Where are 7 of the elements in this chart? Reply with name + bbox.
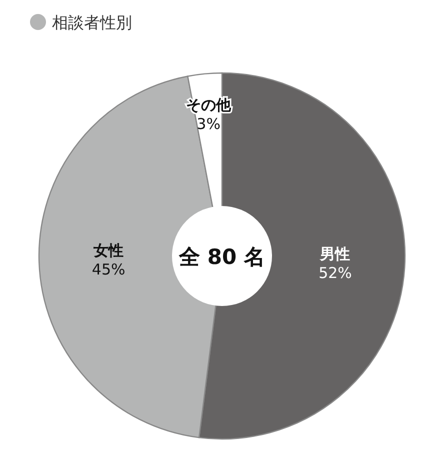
text: 全 80 名 (178, 245, 265, 269)
data-label: 45% (92, 260, 126, 279)
data-label: 52% (318, 264, 352, 282)
slice-label: 男性 (319, 245, 350, 264)
chart-title: 相談者性別 (52, 13, 132, 32)
slice-label: 女性 (92, 242, 124, 260)
data-label: 3% (196, 114, 220, 133)
